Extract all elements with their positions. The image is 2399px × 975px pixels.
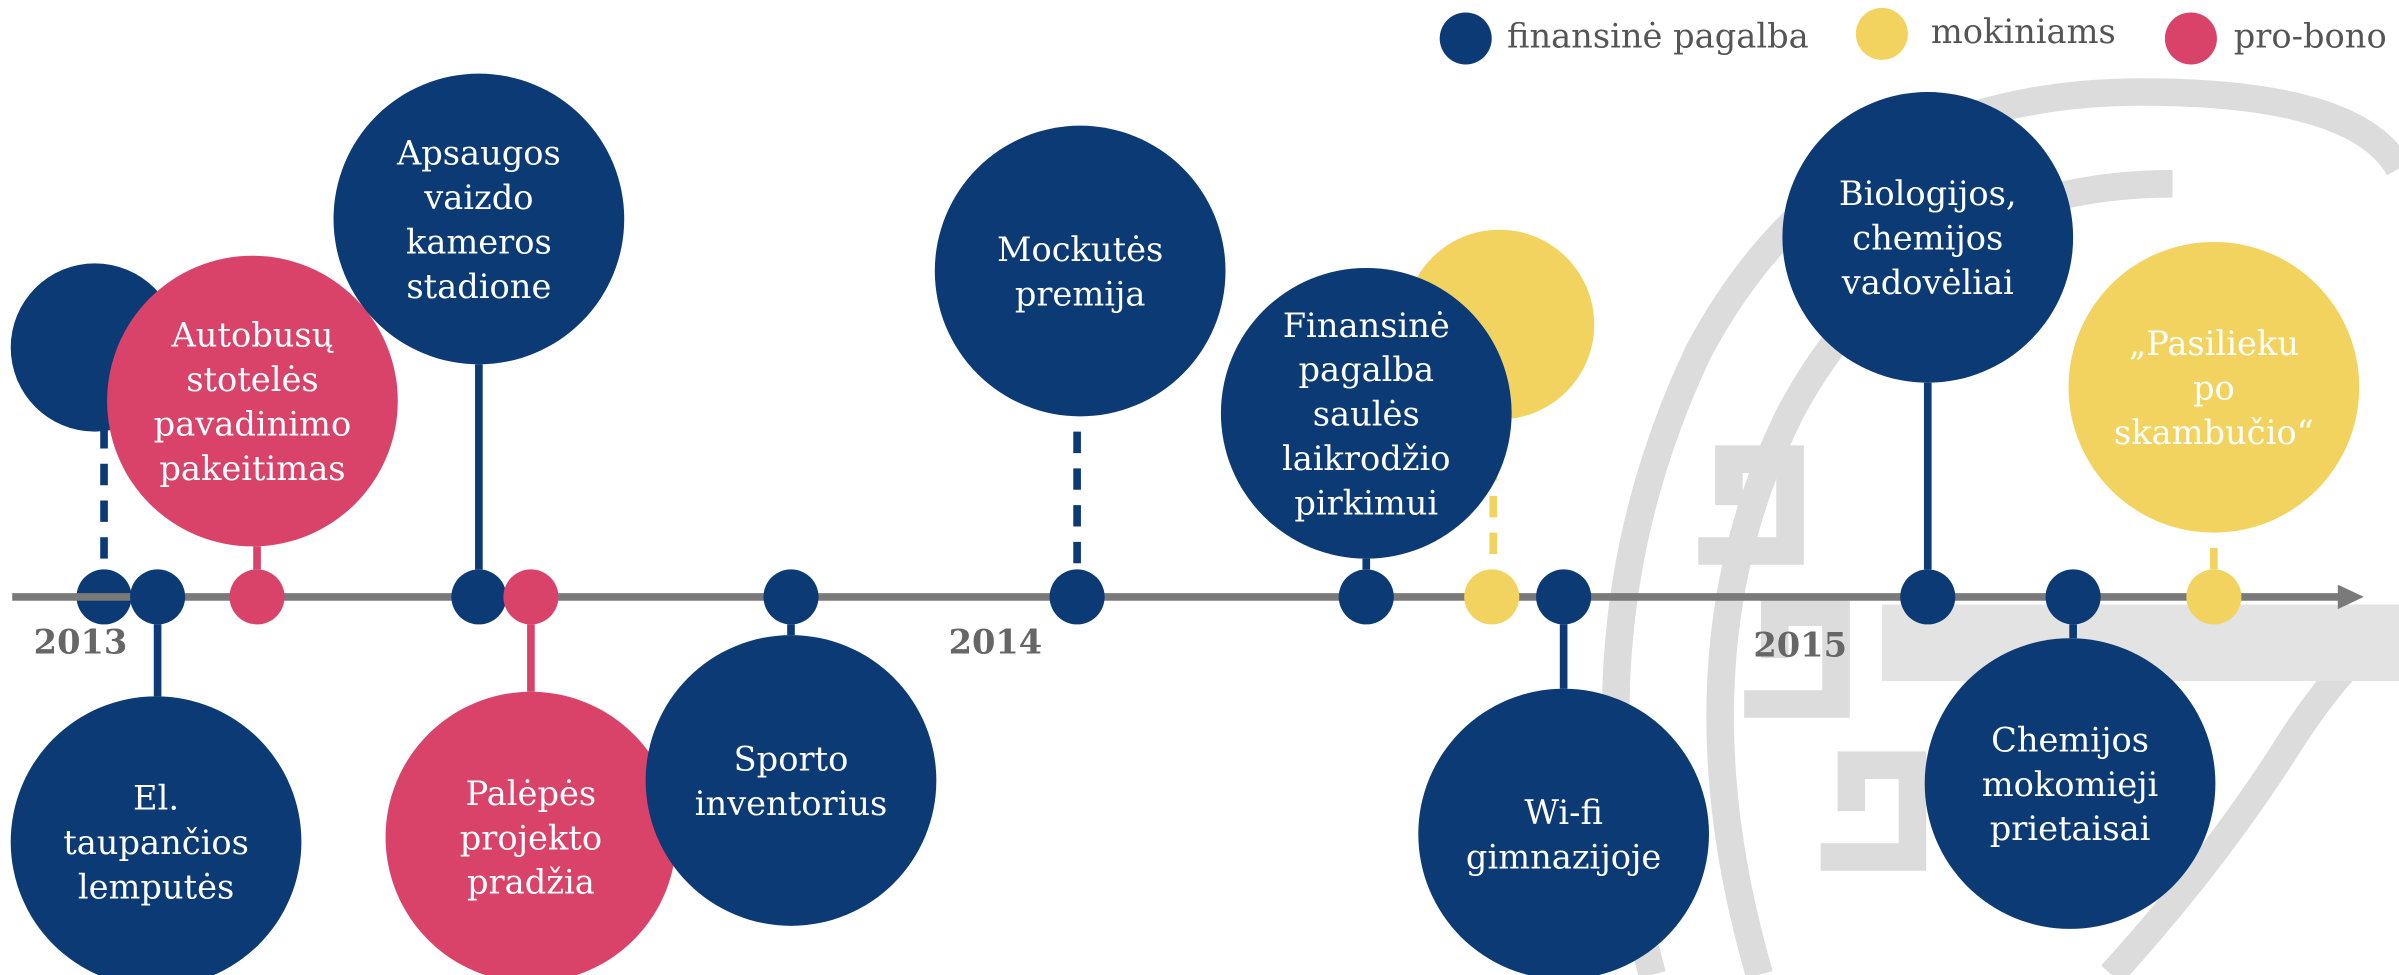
axis-arrow [2337, 584, 2364, 610]
event-circle [2068, 241, 2360, 533]
event-label: premija [1015, 274, 1146, 313]
event-label: pavadinimo [154, 404, 352, 443]
year-label: 2013 [34, 622, 128, 662]
event-circle [645, 635, 937, 926]
event-label: chemijos [1852, 219, 2003, 258]
event-label: El. [133, 779, 179, 818]
event-label: pirkimui [1294, 483, 1438, 522]
event-label: prietaisai [1990, 809, 2151, 848]
event-label: inventorius [695, 784, 888, 823]
event-label: Sporto [734, 740, 849, 779]
event-label: pradžia [467, 863, 595, 902]
event-label: projekto [460, 818, 602, 857]
event-dot [1536, 569, 1592, 625]
unlabeled-markers [10, 229, 1595, 625]
event-dot [229, 569, 285, 625]
event-dot [2186, 569, 2242, 625]
event-dot [451, 569, 507, 625]
event-label: stotelės [186, 360, 318, 399]
event-label: Mockutės [997, 230, 1163, 269]
event-label: laikrodžio [1282, 439, 1451, 478]
event-circle [333, 73, 625, 365]
event-circle [1924, 638, 2216, 929]
event-label: po [2193, 369, 2235, 408]
event-label: Autobusų [171, 316, 334, 355]
event-dot [130, 569, 186, 625]
year-label: 2014 [949, 622, 1043, 662]
event-circle [10, 696, 302, 975]
event-circle [107, 255, 398, 547]
event-dot [503, 569, 559, 625]
legend-swatch [2164, 12, 2217, 65]
event-label: „Pasilieku [2129, 324, 2299, 363]
event-dot [1049, 569, 1105, 625]
event-label: Palėpės [466, 774, 597, 813]
event-label: lemputės [78, 867, 234, 906]
event-label: Chemijos [1991, 720, 2149, 759]
event-label: Apsaugos [396, 134, 561, 173]
event-label: skambučio“ [2114, 413, 2314, 452]
event-label: gimnazijoje [1466, 837, 1661, 876]
year-label: 2015 [1753, 625, 1847, 665]
event-circle [1782, 92, 2074, 383]
legend-label: pro-bono [2234, 17, 2387, 56]
event-label: kameros [406, 222, 552, 261]
event-label: pakeitimas [159, 449, 345, 488]
event-dot [2045, 569, 2101, 625]
event-circle [1418, 688, 1709, 975]
event-label: stadione [406, 267, 551, 306]
event-label: saulės [1313, 395, 1420, 434]
legend-label: finansinė pagalba [1507, 17, 1809, 56]
event-label: taupančios [63, 823, 249, 862]
legend-swatch [1439, 12, 1492, 65]
event-label: mokomieji [1982, 765, 2159, 804]
event-circle [385, 691, 677, 975]
legend-swatch [1855, 7, 1908, 60]
event-dot [1900, 569, 1956, 625]
event-label: Biologijos, [1839, 174, 2017, 213]
event-label: vaizdo [423, 178, 533, 217]
event-dot [763, 569, 819, 625]
event-dot [1338, 569, 1394, 625]
event-label: Wi-fi [1524, 793, 1603, 832]
event-label: Finansinė [1283, 306, 1450, 345]
event-label: pagalba [1298, 350, 1434, 389]
event-circle [934, 125, 1226, 417]
legend-label: mokiniams [1931, 12, 2116, 51]
event-circle [1220, 267, 1512, 559]
event-dot [1464, 569, 1520, 625]
event-label: vadovėliai [1841, 263, 2014, 302]
